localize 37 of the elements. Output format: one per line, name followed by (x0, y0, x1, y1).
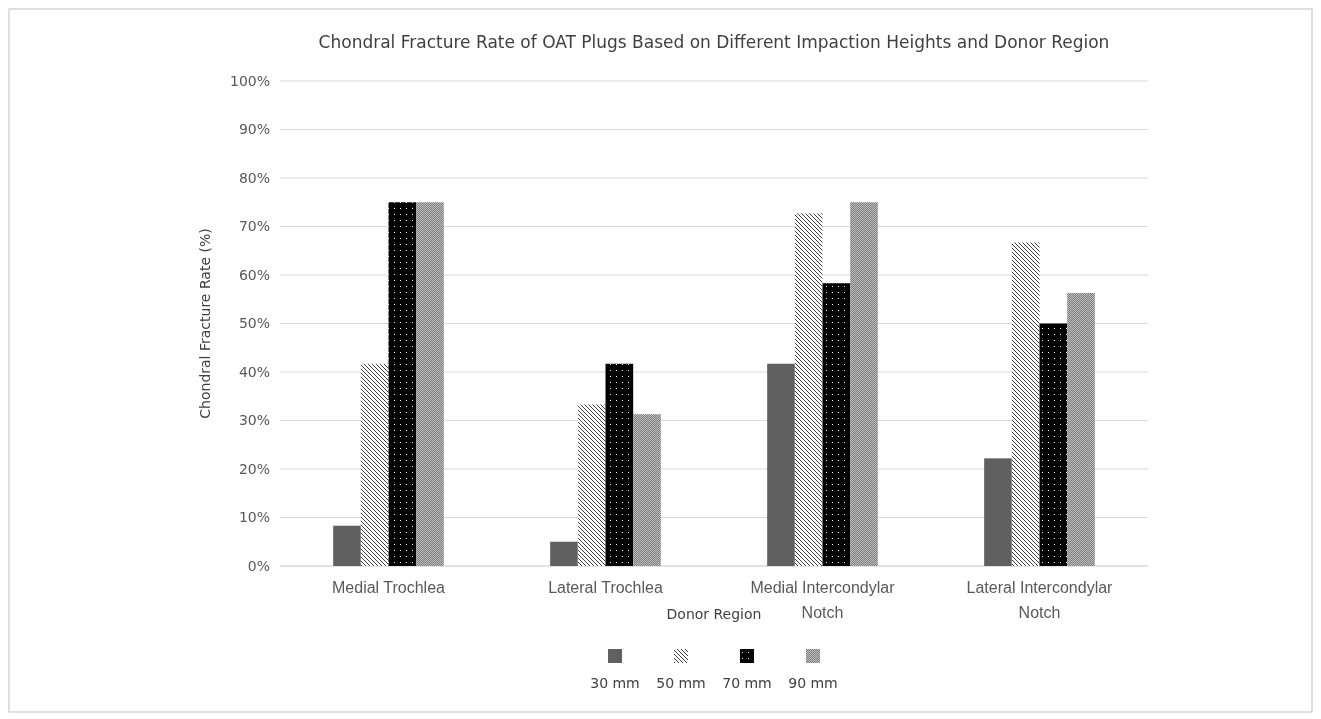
bar (633, 414, 661, 566)
chart-title: Chondral Fracture Rate of OAT Plugs Based on Different Impaction Heights and Donor Region (318, 32, 1110, 52)
x-tick-label: Lateral Trochlea (548, 579, 663, 596)
bar (1067, 292, 1095, 566)
y-axis-title: Chondral Fracture Rate (%) (197, 228, 213, 419)
bar (1011, 242, 1040, 566)
y-tick-label: 80% (238, 169, 270, 186)
bar (550, 541, 578, 566)
y-tick-label: 100% (229, 72, 270, 89)
legend-label: 50 mm (656, 675, 706, 691)
legend-label: 90 mm (788, 675, 838, 691)
x-tick-label: Lateral Intercondylar Notch (966, 579, 1114, 621)
bar (416, 202, 444, 566)
bar (333, 525, 361, 566)
bar (984, 458, 1012, 566)
legend-label: 30 mm (590, 675, 640, 691)
y-tick-label: 0% (247, 557, 270, 574)
bar (794, 213, 823, 566)
y-tick-label: 30% (238, 412, 270, 429)
y-tick-label: 10% (238, 509, 270, 526)
y-tick-label: 70% (238, 218, 270, 235)
x-axis-title: Donor Region (666, 606, 762, 622)
x-tick-label: Medial Trochlea (332, 579, 446, 596)
y-tick-label: 50% (238, 315, 270, 332)
y-tick-label: 40% (238, 363, 270, 380)
y-tick-label: 60% (238, 266, 270, 283)
bar (388, 202, 417, 566)
y-tick-label: 20% (238, 460, 270, 477)
legend-label: 70 mm (722, 675, 772, 691)
bar (767, 363, 795, 566)
bar (1039, 323, 1068, 566)
bar (577, 404, 606, 566)
bar (850, 202, 878, 566)
y-tick-label: 90% (238, 121, 270, 138)
bar (360, 363, 389, 566)
bar (605, 363, 634, 566)
bar (822, 283, 851, 566)
